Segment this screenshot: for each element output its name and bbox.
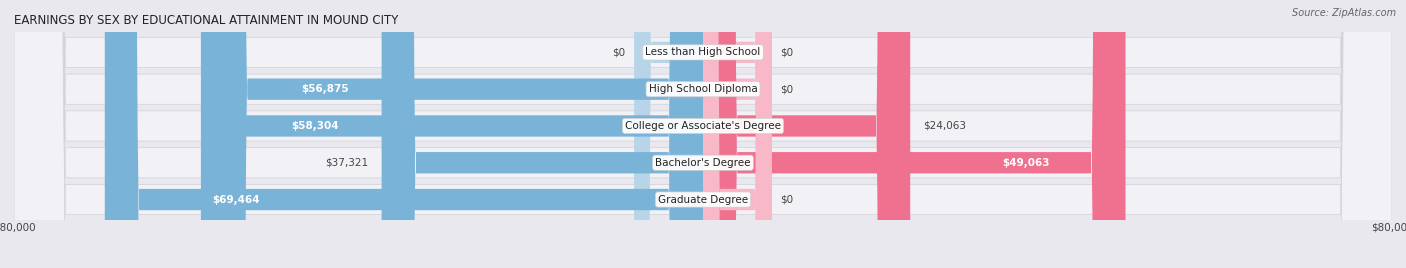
Text: Bachelor's Degree: Bachelor's Degree xyxy=(655,158,751,168)
Text: $0: $0 xyxy=(780,195,793,204)
FancyBboxPatch shape xyxy=(381,0,703,268)
FancyBboxPatch shape xyxy=(201,0,703,268)
FancyBboxPatch shape xyxy=(14,0,1392,268)
Text: $0: $0 xyxy=(780,47,793,57)
FancyBboxPatch shape xyxy=(703,0,772,268)
FancyBboxPatch shape xyxy=(703,0,1126,268)
FancyBboxPatch shape xyxy=(105,0,703,268)
FancyBboxPatch shape xyxy=(214,0,703,268)
Text: $24,063: $24,063 xyxy=(924,121,966,131)
Text: High School Diploma: High School Diploma xyxy=(648,84,758,94)
Text: EARNINGS BY SEX BY EDUCATIONAL ATTAINMENT IN MOUND CITY: EARNINGS BY SEX BY EDUCATIONAL ATTAINMEN… xyxy=(14,14,398,27)
Text: College or Associate's Degree: College or Associate's Degree xyxy=(626,121,780,131)
Text: $49,063: $49,063 xyxy=(1002,158,1049,168)
Text: Less than High School: Less than High School xyxy=(645,47,761,57)
Text: $56,875: $56,875 xyxy=(301,84,349,94)
Text: $37,321: $37,321 xyxy=(326,158,368,168)
FancyBboxPatch shape xyxy=(14,0,1392,268)
FancyBboxPatch shape xyxy=(14,0,1392,268)
FancyBboxPatch shape xyxy=(703,0,910,268)
Text: Source: ZipAtlas.com: Source: ZipAtlas.com xyxy=(1292,8,1396,18)
Text: $0: $0 xyxy=(613,47,626,57)
FancyBboxPatch shape xyxy=(634,0,703,268)
FancyBboxPatch shape xyxy=(703,0,772,268)
FancyBboxPatch shape xyxy=(14,0,1392,268)
Text: Graduate Degree: Graduate Degree xyxy=(658,195,748,204)
Text: $69,464: $69,464 xyxy=(212,195,260,204)
FancyBboxPatch shape xyxy=(703,0,772,268)
Text: $58,304: $58,304 xyxy=(291,121,339,131)
Text: $0: $0 xyxy=(780,84,793,94)
FancyBboxPatch shape xyxy=(14,0,1392,268)
